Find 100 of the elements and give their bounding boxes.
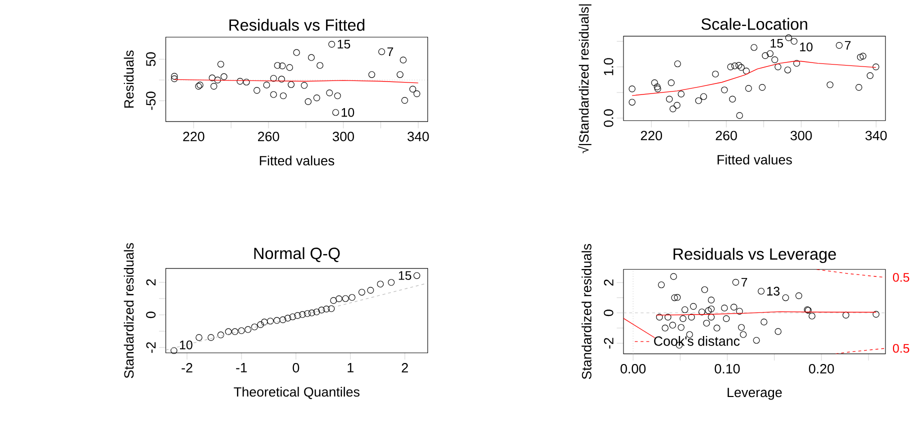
point <box>708 314 715 321</box>
point <box>670 273 677 280</box>
point <box>401 97 408 104</box>
point <box>326 90 333 96</box>
point <box>730 304 738 311</box>
x-tick-label: -2 <box>182 363 192 372</box>
x-tick-label: 0.10 <box>714 364 740 374</box>
point <box>270 75 277 82</box>
point <box>753 337 760 344</box>
point <box>367 286 374 294</box>
point <box>378 48 386 56</box>
point <box>628 86 636 92</box>
point <box>656 314 663 321</box>
y-tick-label: -2 <box>146 342 156 353</box>
point <box>358 288 366 296</box>
point <box>714 324 720 332</box>
point <box>196 334 202 341</box>
point <box>872 64 880 70</box>
point <box>674 60 681 68</box>
point <box>208 74 216 82</box>
y-tick-label: 0.0 <box>604 109 614 127</box>
point <box>377 280 384 288</box>
annotation: 7 <box>741 278 748 287</box>
point <box>658 282 665 288</box>
point <box>857 54 864 61</box>
point <box>674 294 681 301</box>
point <box>774 328 782 335</box>
x-tick-label: 300 <box>332 132 354 142</box>
point <box>388 279 395 286</box>
point <box>286 64 294 71</box>
point <box>698 308 706 316</box>
point <box>304 310 311 317</box>
y-axis-title: √|Standardized residuals| <box>578 4 592 154</box>
annotation: 10 <box>342 108 354 117</box>
point <box>308 54 315 61</box>
point <box>766 50 774 58</box>
point <box>170 347 178 354</box>
point <box>313 308 320 316</box>
point <box>414 90 420 98</box>
point <box>700 93 707 100</box>
y-tick-label: 1.0 <box>604 58 614 76</box>
point <box>243 78 250 86</box>
point <box>664 314 672 321</box>
point <box>238 327 245 334</box>
point <box>232 328 238 336</box>
point <box>872 310 880 318</box>
point <box>280 92 287 100</box>
point <box>745 85 752 92</box>
point <box>727 64 734 70</box>
point <box>263 82 270 88</box>
point <box>678 324 684 331</box>
x-tick-label: 0 <box>292 363 300 373</box>
x-tick-label: 2 <box>402 363 408 372</box>
point <box>348 294 356 301</box>
point <box>695 97 702 104</box>
annotation: 0.5 <box>892 344 910 353</box>
point <box>688 314 695 321</box>
point <box>342 295 349 302</box>
x-axis-title: Fitted values <box>260 156 334 166</box>
point <box>736 112 743 119</box>
chart-title: Normal Q-Q <box>254 247 340 262</box>
point <box>782 294 790 302</box>
x-tick-label: 220 <box>640 130 662 140</box>
y-tick-label: 0 <box>604 310 614 316</box>
y-tick-label: -2 <box>604 338 614 349</box>
point <box>330 297 337 304</box>
point <box>708 296 715 304</box>
point <box>736 308 743 315</box>
x-axis-title: Leverage <box>728 388 782 400</box>
point <box>334 92 341 100</box>
point <box>293 49 300 56</box>
point <box>274 317 280 324</box>
point <box>217 60 224 68</box>
point <box>225 328 232 336</box>
point <box>266 318 274 324</box>
point <box>299 311 306 318</box>
legend-label: Cook's distanc <box>654 336 740 346</box>
point <box>722 315 730 322</box>
annotation: 10 <box>180 340 192 350</box>
y-tick-label: 50 <box>146 52 156 66</box>
point <box>244 326 252 333</box>
point <box>674 102 680 109</box>
point <box>210 82 218 90</box>
chart-title: Residuals vs Fitted <box>229 18 364 31</box>
x-tick-label: 300 <box>790 130 812 140</box>
point <box>332 109 340 116</box>
point <box>284 314 292 322</box>
x-tick-label: 340 <box>865 130 887 140</box>
point <box>701 286 708 294</box>
point <box>171 75 178 82</box>
point <box>278 62 286 70</box>
point <box>313 94 320 102</box>
point <box>785 34 792 42</box>
point <box>651 79 658 86</box>
point <box>308 310 316 316</box>
x-tick-label: 340 <box>408 132 429 142</box>
point <box>670 106 676 112</box>
chart-title: Scale-Location <box>701 18 808 30</box>
point <box>774 64 782 70</box>
point <box>740 331 747 338</box>
